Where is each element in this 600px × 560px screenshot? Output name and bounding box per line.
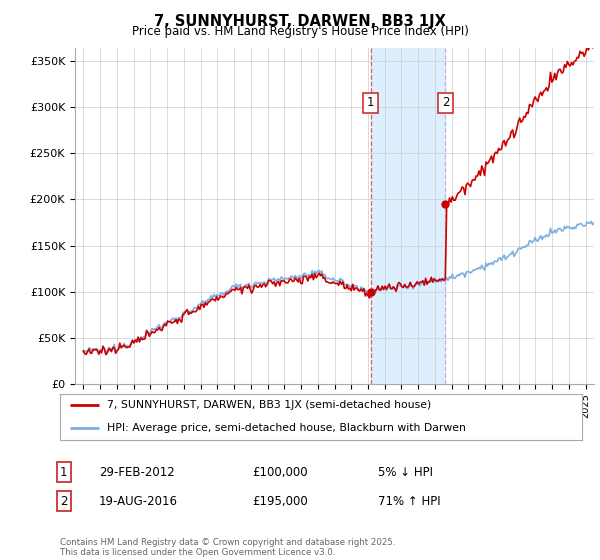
Text: Contains HM Land Registry data © Crown copyright and database right 2025.
This d: Contains HM Land Registry data © Crown c… xyxy=(60,538,395,557)
Text: 7, SUNNYHURST, DARWEN, BB3 1JX: 7, SUNNYHURST, DARWEN, BB3 1JX xyxy=(154,14,446,29)
Text: 2: 2 xyxy=(60,494,67,508)
Text: 71% ↑ HPI: 71% ↑ HPI xyxy=(378,494,440,508)
Text: 2: 2 xyxy=(442,96,449,109)
Text: 29-FEB-2012: 29-FEB-2012 xyxy=(99,465,175,479)
Text: Price paid vs. HM Land Registry's House Price Index (HPI): Price paid vs. HM Land Registry's House … xyxy=(131,25,469,38)
Text: 1: 1 xyxy=(60,465,67,479)
Text: HPI: Average price, semi-detached house, Blackburn with Darwen: HPI: Average price, semi-detached house,… xyxy=(107,423,466,433)
Text: £195,000: £195,000 xyxy=(252,494,308,508)
Text: 19-AUG-2016: 19-AUG-2016 xyxy=(99,494,178,508)
Text: 1: 1 xyxy=(367,96,374,109)
Text: 7, SUNNYHURST, DARWEN, BB3 1JX (semi-detached house): 7, SUNNYHURST, DARWEN, BB3 1JX (semi-det… xyxy=(107,400,431,410)
Text: £100,000: £100,000 xyxy=(252,465,308,479)
Text: 5% ↓ HPI: 5% ↓ HPI xyxy=(378,465,433,479)
Bar xyxy=(371,48,445,384)
